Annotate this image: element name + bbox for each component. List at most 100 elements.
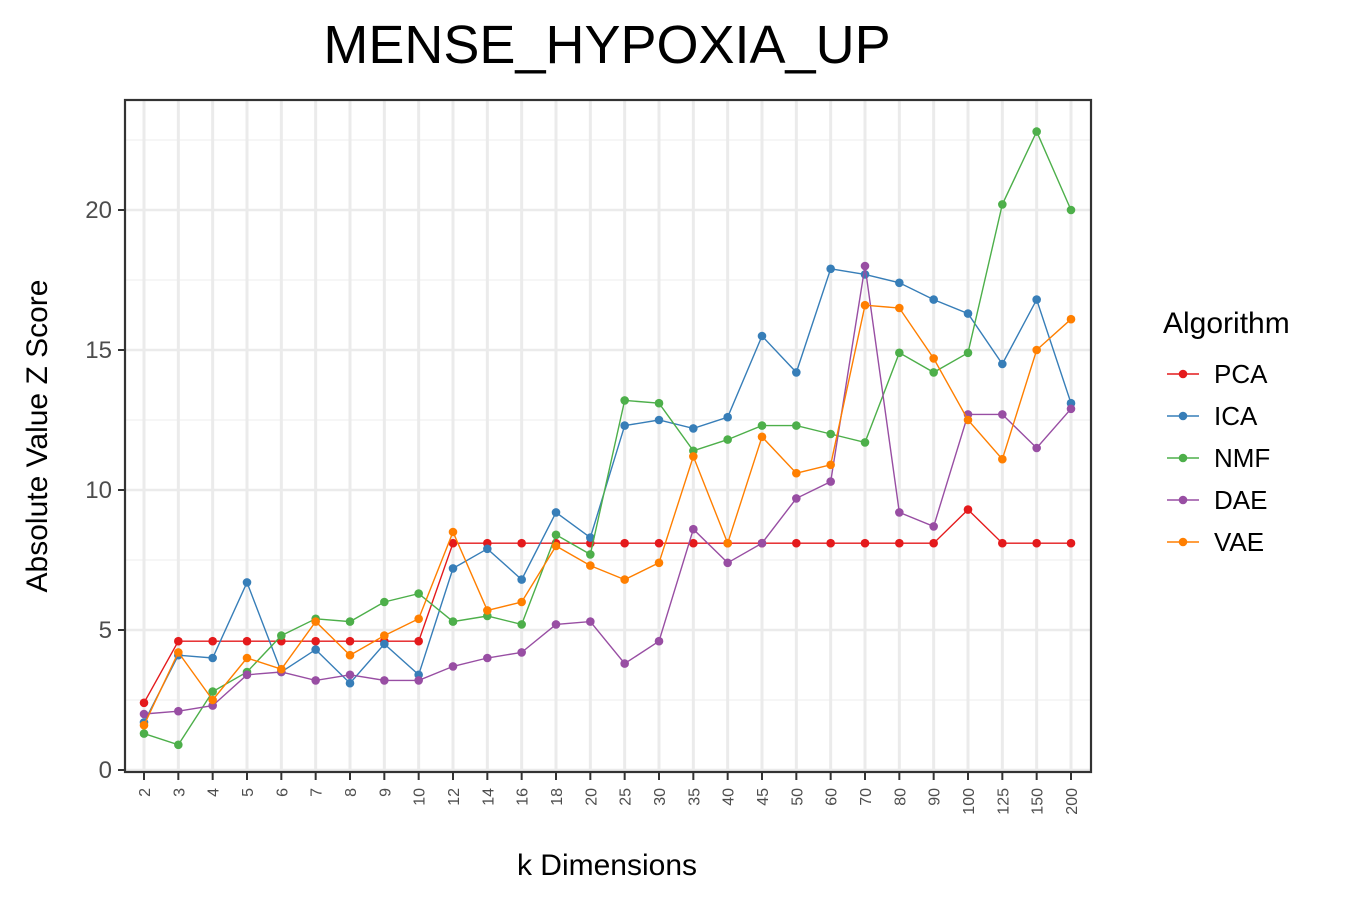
x-tick-label: 18: [549, 788, 566, 806]
y-tick-label: 0: [99, 757, 112, 784]
x-tick-label: 6: [274, 788, 291, 797]
point-nmf: [757, 421, 767, 430]
x-tick-label: 12: [446, 788, 463, 806]
point-vae: [311, 617, 320, 626]
point-ica: [998, 359, 1007, 369]
point-dae: [242, 670, 252, 680]
point-nmf: [792, 421, 801, 430]
point-vae: [380, 631, 389, 640]
x-tick-label: 16: [515, 788, 532, 806]
point-dae: [551, 620, 561, 629]
point-pca: [998, 538, 1007, 548]
point-dae: [483, 653, 492, 663]
point-nmf: [860, 438, 870, 447]
point-pca: [448, 538, 458, 548]
point-dae: [586, 617, 595, 626]
point-pca: [1066, 538, 1076, 548]
point-pca: [174, 636, 183, 646]
x-tick-label: 80: [892, 788, 909, 806]
x-tick-label: 25: [618, 788, 635, 806]
legend-label-nmf: NMF: [1214, 443, 1270, 473]
x-tick-label: 70: [858, 788, 875, 806]
x-axis-title: k Dimensions: [517, 849, 697, 882]
point-pca: [963, 505, 973, 514]
x-tick-label: 7: [309, 788, 326, 797]
point-nmf: [448, 617, 458, 626]
point-ica: [448, 564, 458, 573]
x-tick-label: 40: [721, 788, 738, 806]
point-ica: [517, 575, 526, 584]
point-dae: [380, 676, 389, 685]
series-line-vae: [143, 304, 1072, 726]
point-ica: [242, 578, 252, 587]
point-dae: [414, 676, 423, 685]
point-ica: [380, 639, 389, 649]
point-pca: [860, 538, 870, 548]
x-tick-label: 3: [171, 788, 188, 797]
point-dae: [826, 477, 835, 486]
point-pca: [689, 538, 698, 548]
point-dae: [860, 261, 870, 271]
point-vae: [723, 538, 732, 548]
point-dae: [929, 522, 938, 531]
series-line-ica: [143, 268, 1072, 723]
point-nmf: [620, 396, 629, 405]
point-dae: [792, 494, 801, 503]
point-nmf: [654, 398, 664, 408]
x-tick-label: 200: [1064, 788, 1081, 815]
point-dae: [689, 524, 698, 534]
x-tick-label: 100: [961, 788, 978, 815]
x-tick-label: 30: [652, 788, 669, 806]
point-vae: [448, 527, 458, 537]
point-ica: [483, 544, 492, 554]
point-nmf: [174, 740, 183, 750]
point-dae: [1032, 443, 1041, 453]
legend: Algorithm PCA ICA NMF DAE VAE: [1163, 307, 1290, 557]
chart-title: MENSE_HYPOXIA_UP: [323, 15, 890, 75]
point-vae: [963, 415, 973, 425]
point-vae: [1032, 345, 1041, 355]
point-vae: [414, 614, 423, 624]
point-ica: [895, 278, 904, 288]
point-vae: [826, 460, 835, 470]
point-dae: [174, 706, 183, 716]
point-dae: [345, 670, 355, 680]
point-vae: [208, 695, 217, 705]
point-dae: [723, 558, 732, 568]
point-vae: [998, 454, 1007, 464]
point-ica: [654, 415, 664, 425]
point-nmf: [345, 617, 355, 626]
point-pca: [1032, 538, 1041, 548]
point-pca: [517, 538, 526, 548]
point-dae: [654, 636, 664, 646]
y-tick-label: 5: [99, 617, 112, 644]
x-tick-label: 5: [240, 788, 257, 797]
y-axis-title: Absolute Value Z Score: [21, 280, 54, 593]
x-tick-label: 60: [824, 788, 841, 806]
point-nmf: [139, 729, 149, 738]
point-dae: [895, 508, 904, 517]
legend-marker-pca: [1178, 369, 1188, 379]
point-pca: [792, 538, 801, 548]
point-nmf: [723, 435, 732, 444]
point-vae: [483, 606, 492, 615]
point-dae: [517, 648, 526, 657]
point-dae: [1066, 404, 1076, 414]
point-nmf: [208, 687, 217, 696]
point-vae: [689, 452, 698, 461]
point-nmf: [277, 631, 286, 640]
x-tick-label: 125: [995, 788, 1012, 815]
point-pca: [242, 636, 252, 646]
point-pca: [139, 698, 149, 708]
series-line-dae: [143, 265, 1072, 715]
legend-label-dae: DAE: [1214, 485, 1267, 515]
point-vae: [757, 432, 767, 442]
point-vae: [139, 720, 149, 730]
point-dae: [620, 659, 629, 668]
x-tick-label: 4: [206, 788, 223, 797]
point-ica: [929, 295, 938, 304]
point-nmf: [963, 348, 973, 358]
point-vae: [1066, 314, 1076, 324]
point-nmf: [929, 368, 938, 377]
point-pca: [929, 538, 938, 548]
